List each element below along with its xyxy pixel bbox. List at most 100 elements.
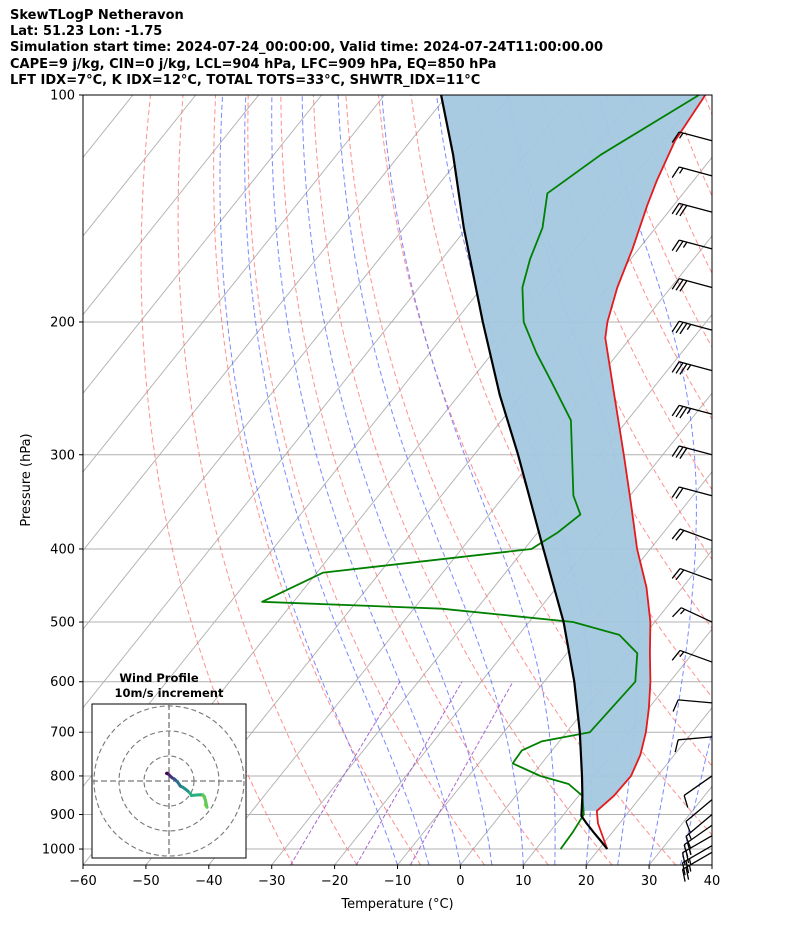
y-tick-label: 400: [50, 542, 75, 557]
y-tick-label: 200: [50, 315, 75, 330]
dewpoint-profile-line: [261, 95, 700, 850]
wind-barb: [674, 736, 713, 753]
barb-flag: [675, 321, 684, 334]
mixing-ratio-line: [290, 681, 401, 865]
barb-flag: [671, 166, 680, 178]
x-tick-label: −20: [321, 874, 348, 889]
barb-flag: [679, 205, 688, 217]
barb-staff: [678, 202, 713, 213]
x-tick-label: −10: [384, 874, 411, 889]
barb-flag: [675, 446, 684, 458]
mixing-ratio-line: [355, 681, 463, 865]
barb-flag: [683, 844, 689, 858]
wind-barb: [683, 824, 713, 858]
parcel-params-text: CAPE=9 j/kg, CIN=0 j/kg, LCL=904 hPa, LF…: [10, 57, 497, 72]
barb-flag: [679, 280, 688, 292]
barb-flag: [685, 821, 692, 834]
dry-adiabat-line: [638, 95, 712, 275]
barb-staff: [678, 361, 713, 372]
dry-adiabat-line: [345, 95, 677, 865]
wind-barb: [671, 131, 713, 143]
x-axis-label: Temperature (°C): [340, 897, 453, 912]
barb-flag: [685, 836, 692, 849]
dry-adiabat-line: [703, 95, 712, 117]
barb-staff: [678, 131, 713, 142]
barb-flag: [675, 487, 684, 499]
barb-staff: [678, 736, 713, 741]
moist-adiabat-line: [598, 95, 697, 865]
barb-half-flag: [679, 608, 686, 615]
isotherm-line: [83, 95, 511, 630]
barb-half-flag: [678, 132, 684, 139]
wind-barb: [672, 699, 713, 712]
barb-flag: [671, 278, 680, 290]
x-tick-label: 20: [578, 874, 595, 889]
y-tick-label: 900: [50, 808, 75, 823]
moist-adiabat-line: [680, 729, 712, 865]
barb-staff: [678, 445, 713, 456]
wind-barb: [671, 361, 713, 375]
wind-barb: [671, 166, 713, 178]
barb-staff: [679, 649, 713, 663]
wind-barb: [685, 799, 713, 834]
barb-flag: [671, 528, 681, 540]
wind-profile-title: Wind Profile: [119, 671, 199, 685]
y-tick-label: 1000: [42, 843, 75, 858]
barb-flag: [683, 795, 689, 808]
barb-staff: [678, 239, 713, 250]
x-tick-label: −50: [132, 874, 159, 889]
barb-flag: [679, 407, 688, 419]
barb-staff: [680, 607, 713, 623]
barb-staff: [683, 824, 713, 846]
barb-flag: [685, 867, 690, 880]
isotherm-line: [83, 95, 385, 473]
barb-staff: [679, 567, 713, 581]
dry-adiabat-line: [177, 95, 358, 865]
barb-half-flag: [688, 858, 692, 866]
barb-flag: [671, 568, 681, 579]
barb-half-flag: [678, 167, 684, 174]
y-tick-label: 100: [50, 89, 75, 104]
barb-flag: [675, 279, 684, 291]
isotherm-line: [648, 785, 712, 865]
barb-flag: [685, 860, 690, 874]
barb-flag: [681, 869, 686, 882]
barb-flag: [674, 739, 679, 753]
chart-title: SkewTLogP Netheravon: [10, 8, 184, 23]
y-tick-label: 600: [50, 675, 75, 690]
barb-flag: [672, 607, 682, 618]
moist-adiabat-line: [381, 95, 556, 865]
barb-flag: [671, 239, 680, 252]
barb-half-flag: [688, 865, 692, 872]
dry-adiabat-line: [247, 95, 485, 865]
barb-flag: [671, 486, 680, 498]
barb-staff: [685, 799, 713, 822]
barb-flag: [675, 569, 685, 581]
barb-half-flag: [686, 364, 692, 371]
isotherm-line: [208, 235, 712, 865]
mixing-ratio-line: [409, 681, 514, 865]
wind-barb: [671, 278, 713, 292]
moist-adiabat-line: [219, 95, 398, 865]
dry-adiabat-line: [671, 95, 712, 198]
wind-barb: [671, 567, 713, 581]
x-tick-label: −30: [258, 874, 285, 889]
barb-flag: [675, 204, 684, 216]
isotherm-line: [711, 864, 712, 865]
parcel-path-line: [440, 95, 609, 850]
y-tick-label: 500: [50, 616, 75, 631]
x-tick-label: −40: [195, 874, 222, 889]
barb-half-flag: [688, 833, 692, 840]
isotherm-line: [145, 156, 712, 865]
moist-adiabat-line: [711, 862, 712, 865]
dry-adiabat-line: [312, 95, 613, 865]
indices-text: LFT IDX=7°C, K IDX=12°C, TOTAL TOTS=33°C…: [10, 73, 481, 88]
isotherm-line: [83, 95, 260, 316]
barb-staff: [682, 835, 713, 854]
y-tick-label: 800: [50, 769, 75, 784]
barb-flag: [671, 404, 680, 417]
barb-half-flag: [686, 408, 692, 415]
wind-barb: [671, 202, 713, 217]
dry-adiabat-line: [737, 95, 794, 865]
